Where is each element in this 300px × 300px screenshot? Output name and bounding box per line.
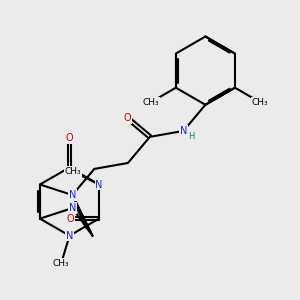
- Text: O: O: [66, 134, 73, 143]
- Text: CH₃: CH₃: [142, 98, 159, 107]
- Text: O: O: [124, 113, 131, 123]
- Text: CH₃: CH₃: [53, 259, 70, 268]
- Text: N: N: [95, 179, 103, 190]
- Text: N: N: [69, 203, 76, 213]
- Text: CH₃: CH₃: [252, 98, 268, 107]
- Text: N: N: [66, 231, 73, 241]
- Text: H: H: [188, 132, 194, 141]
- Text: N: N: [69, 190, 76, 200]
- Text: O: O: [66, 214, 74, 224]
- Text: CH₃: CH₃: [65, 167, 81, 176]
- Text: N: N: [180, 126, 187, 136]
